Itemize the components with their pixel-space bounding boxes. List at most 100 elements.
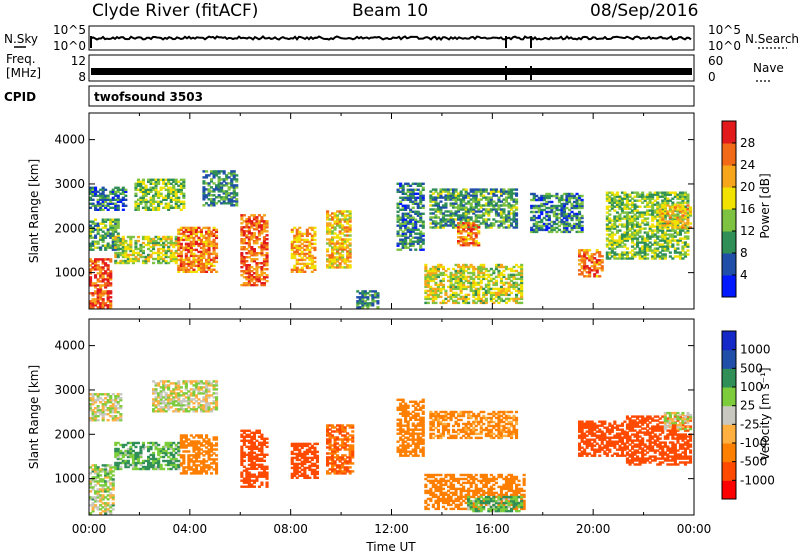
power-cell-2727 bbox=[449, 198, 453, 201]
velocity-cell-356 bbox=[134, 451, 138, 455]
power-cell-2514 bbox=[499, 279, 503, 283]
power-cell-1634 bbox=[313, 242, 317, 246]
power-cell-3682 bbox=[623, 193, 627, 196]
velocity-cell-271 bbox=[119, 405, 123, 408]
power-cell-2859 bbox=[472, 192, 476, 195]
power-cell-2900 bbox=[479, 190, 483, 193]
power-cell-2047 bbox=[411, 182, 415, 185]
power-cell-296 bbox=[94, 190, 98, 193]
power-cell-2034 bbox=[411, 224, 415, 227]
power-cell-4297 bbox=[676, 214, 680, 217]
power-cell-2210 bbox=[436, 275, 440, 279]
power-cell-960 bbox=[194, 230, 198, 234]
power-cell-3943 bbox=[653, 211, 657, 214]
power-cell-3903 bbox=[648, 191, 652, 194]
power-cell-422 bbox=[121, 249, 125, 253]
power-cell-3623 bbox=[618, 243, 622, 246]
power-cell-2746 bbox=[452, 190, 456, 193]
power-cell-2294 bbox=[457, 293, 461, 297]
power-cell-323 bbox=[101, 190, 105, 193]
power-cell-2331 bbox=[462, 275, 466, 279]
power-cell-3174 bbox=[532, 198, 536, 202]
power-cell-4090 bbox=[671, 239, 675, 242]
power-cell-3754 bbox=[631, 191, 635, 194]
power-cell-3690 bbox=[625, 237, 629, 240]
power-cell-2592 bbox=[517, 277, 521, 281]
power-cell-3223 bbox=[542, 196, 546, 200]
power-cell-403 bbox=[116, 247, 120, 251]
power-cell-180 bbox=[94, 218, 98, 221]
power-cell-2177 bbox=[431, 291, 435, 295]
power-cell-1339 bbox=[247, 220, 251, 223]
power-cell-4259 bbox=[663, 220, 667, 223]
power-cell-3835 bbox=[641, 211, 645, 214]
power-cell-3273 bbox=[555, 226, 559, 230]
power-cell-4025 bbox=[663, 253, 667, 256]
power-cell-1448 bbox=[260, 228, 264, 231]
power-cell-3961 bbox=[656, 223, 660, 226]
power-cell-2657 bbox=[436, 210, 440, 213]
power-cell-2218 bbox=[439, 291, 443, 295]
velocity-cell-10 bbox=[89, 472, 93, 475]
power-cell-3811 bbox=[638, 225, 642, 228]
power-cell-503 bbox=[144, 237, 148, 241]
power-cell-3857 bbox=[643, 213, 647, 216]
power-cell-4132 bbox=[676, 243, 680, 246]
power-cell-550 bbox=[159, 257, 163, 261]
power-cell-2053 bbox=[414, 226, 418, 229]
power-cell-1855 bbox=[361, 304, 365, 307]
power-cell-1011 bbox=[202, 236, 206, 240]
power-cell-3635 bbox=[618, 205, 622, 208]
velocity-heatmap bbox=[89, 380, 693, 515]
power-cell-2568 bbox=[512, 277, 516, 281]
power-cell-2037 bbox=[411, 216, 415, 219]
power-cell-3302 bbox=[560, 208, 564, 212]
power-cell-223 bbox=[106, 228, 110, 231]
power-cell-3685 bbox=[625, 255, 629, 258]
power-cell-3636 bbox=[618, 203, 622, 206]
power-cell-434 bbox=[124, 251, 128, 255]
power-cell-3334 bbox=[565, 212, 569, 216]
power-cell-4148 bbox=[676, 195, 680, 198]
power-cell-4312 bbox=[681, 214, 685, 217]
power-cell-171 bbox=[91, 220, 95, 223]
power-cell-201 bbox=[101, 234, 105, 237]
power-cell-2532 bbox=[504, 297, 508, 301]
power-cell-1763 bbox=[341, 258, 345, 261]
power-cell-3539 bbox=[608, 227, 612, 230]
nsky-tick-bottom: 10^0 bbox=[53, 39, 86, 53]
power-cell-3884 bbox=[646, 195, 650, 198]
power-cell-79 bbox=[99, 270, 103, 273]
velocity-cell-44 bbox=[96, 506, 100, 509]
power-cell-4220 bbox=[686, 249, 690, 252]
power-cell-1284 bbox=[242, 240, 246, 243]
power-cell-999 bbox=[202, 266, 206, 270]
velocity-cell-213 bbox=[104, 409, 108, 412]
power-cell-2750 bbox=[454, 218, 458, 221]
power-cell-141 bbox=[109, 284, 113, 287]
power-cell-339 bbox=[109, 206, 113, 209]
velocity-cell-373 bbox=[139, 449, 143, 453]
power-cell-149 bbox=[109, 258, 113, 261]
power-cell-2483 bbox=[494, 293, 498, 297]
power-cell-2068 bbox=[416, 240, 420, 243]
power-cell-1028 bbox=[205, 232, 209, 236]
power-cell-2424 bbox=[479, 265, 483, 269]
power-cell-160 bbox=[89, 224, 93, 227]
power-cell-4004 bbox=[661, 235, 665, 238]
power-cell-684 bbox=[149, 190, 153, 193]
power-cell-1187 bbox=[225, 202, 229, 205]
power-colorbar-swatch-7 bbox=[722, 121, 736, 144]
power-cell-2663 bbox=[436, 194, 440, 197]
power-cell-2685 bbox=[441, 214, 445, 217]
velocity-cell-253 bbox=[114, 401, 118, 404]
power-cell-3249 bbox=[547, 194, 551, 198]
power-cell-1572 bbox=[300, 234, 304, 238]
power-cell-2371 bbox=[472, 301, 476, 305]
power-cell-2114 bbox=[421, 234, 425, 237]
velocity-cell-61 bbox=[99, 504, 103, 507]
power-cell-790 bbox=[174, 192, 178, 195]
power-cell-2466 bbox=[489, 287, 493, 291]
power-cell-3586 bbox=[613, 225, 617, 228]
power-cell-4094 bbox=[671, 229, 675, 232]
